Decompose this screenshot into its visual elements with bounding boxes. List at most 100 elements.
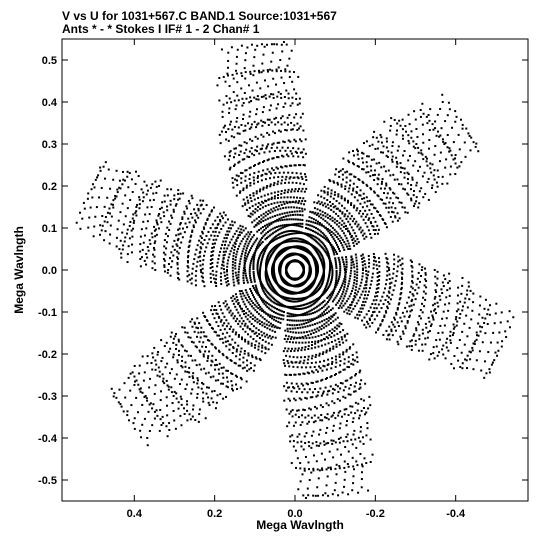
uv-point bbox=[329, 195, 332, 198]
uv-point bbox=[371, 143, 374, 146]
uv-point bbox=[267, 348, 270, 351]
uv-point bbox=[320, 223, 323, 226]
uv-point bbox=[177, 401, 180, 404]
uv-point bbox=[259, 269, 262, 272]
uv-point bbox=[461, 309, 464, 312]
uv-point bbox=[395, 165, 398, 168]
uv-point bbox=[195, 364, 198, 367]
uv-point bbox=[272, 297, 275, 300]
uv-point bbox=[203, 314, 206, 317]
uv-point bbox=[319, 251, 322, 254]
uv-point bbox=[318, 326, 321, 329]
uv-point bbox=[353, 270, 356, 273]
uv-point bbox=[395, 156, 398, 159]
uv-point bbox=[343, 248, 346, 251]
uv-point bbox=[408, 142, 411, 145]
uv-point bbox=[328, 256, 331, 259]
uv-point bbox=[242, 113, 245, 116]
uv-point bbox=[348, 212, 351, 215]
uv-point bbox=[236, 237, 239, 239]
uv-point bbox=[247, 253, 250, 256]
uv-point bbox=[303, 208, 306, 211]
uv-point bbox=[215, 401, 218, 404]
uv-point bbox=[373, 130, 376, 133]
uv-point bbox=[261, 334, 264, 337]
uv-point bbox=[258, 220, 261, 223]
uv-point bbox=[129, 220, 132, 223]
uv-point bbox=[388, 291, 391, 294]
uv-point bbox=[271, 238, 274, 241]
uv-point bbox=[357, 165, 360, 168]
uv-point bbox=[248, 320, 251, 323]
uv-point bbox=[329, 261, 332, 264]
uv-point bbox=[321, 280, 324, 283]
uv-point bbox=[297, 230, 300, 233]
uv-point bbox=[320, 344, 323, 347]
uv-point bbox=[242, 189, 245, 192]
uv-point bbox=[356, 199, 359, 202]
uv-point bbox=[217, 258, 220, 261]
uv-point bbox=[282, 140, 285, 143]
uv-point bbox=[321, 255, 324, 258]
uv-point bbox=[445, 346, 448, 349]
uv-point bbox=[148, 386, 151, 389]
uv-point bbox=[196, 203, 199, 206]
uv-point bbox=[326, 393, 329, 396]
uv-point bbox=[444, 357, 447, 360]
uv-point bbox=[338, 399, 341, 402]
uv-point bbox=[121, 202, 124, 205]
uv-point bbox=[258, 257, 261, 260]
uv-point bbox=[249, 287, 252, 290]
uv-point bbox=[259, 305, 262, 308]
uv-point bbox=[245, 233, 248, 236]
uv-point bbox=[232, 251, 235, 254]
uv-point bbox=[339, 265, 342, 268]
uv-point bbox=[275, 303, 278, 306]
uv-point bbox=[316, 252, 319, 255]
uv-point bbox=[301, 151, 304, 154]
uv-point bbox=[211, 360, 214, 363]
uv-point bbox=[231, 266, 234, 269]
uv-point bbox=[225, 325, 228, 328]
uv-point bbox=[311, 293, 314, 296]
uv-point bbox=[299, 151, 302, 154]
uv-point bbox=[130, 178, 133, 181]
uv-point bbox=[174, 347, 177, 350]
uv-point bbox=[406, 171, 409, 174]
uv-point bbox=[186, 370, 189, 373]
uv-point bbox=[323, 291, 326, 294]
uv-point bbox=[327, 278, 330, 281]
uv-point bbox=[294, 140, 297, 143]
uv-point bbox=[341, 338, 344, 341]
uv-point bbox=[371, 453, 374, 456]
uv-point bbox=[247, 342, 250, 345]
uv-point bbox=[359, 284, 362, 287]
uv-point bbox=[151, 260, 154, 263]
uv-point bbox=[289, 440, 292, 443]
uv-point bbox=[315, 270, 318, 273]
uv-point bbox=[313, 226, 316, 229]
uv-point bbox=[286, 196, 289, 199]
uv-point bbox=[272, 310, 275, 313]
uv-point bbox=[345, 258, 348, 261]
uv-point bbox=[398, 259, 401, 262]
uv-point bbox=[255, 98, 258, 101]
uv-point bbox=[153, 346, 156, 349]
uv-point bbox=[218, 254, 221, 257]
uv-point bbox=[233, 284, 236, 287]
uv-point bbox=[243, 352, 246, 355]
uv-point bbox=[229, 343, 232, 346]
uv-point bbox=[252, 272, 255, 275]
uv-point bbox=[296, 122, 299, 125]
uv-point bbox=[295, 222, 298, 225]
uv-point bbox=[250, 344, 253, 347]
uv-point bbox=[423, 305, 426, 308]
uv-point bbox=[217, 349, 220, 352]
uv-point bbox=[198, 239, 201, 242]
uv-point bbox=[126, 228, 129, 231]
uv-point bbox=[274, 245, 277, 248]
uv-point bbox=[264, 271, 267, 274]
uv-point bbox=[284, 181, 287, 184]
uv-point bbox=[355, 259, 358, 262]
uv-point bbox=[301, 346, 304, 349]
